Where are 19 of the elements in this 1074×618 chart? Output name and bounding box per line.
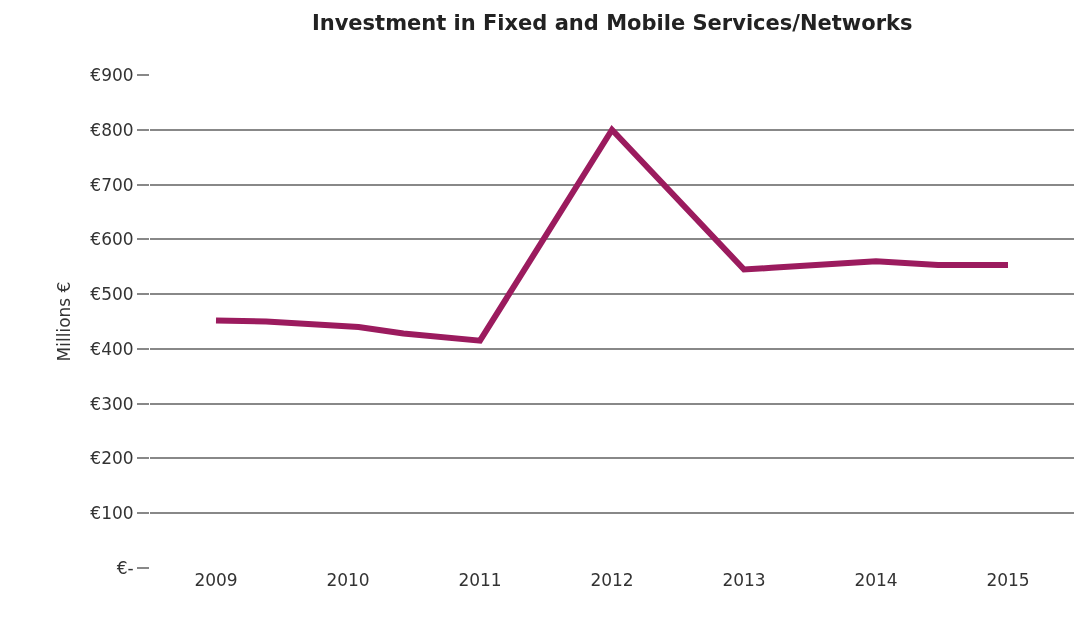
x-tick-label: 2010 — [326, 570, 370, 590]
y-tick-label: €400 — [90, 338, 134, 359]
y-tick-label: €900 — [90, 64, 134, 85]
x-tick-label: 2009 — [194, 570, 238, 590]
y-tick-label: €800 — [90, 119, 134, 140]
x-tick-label: 2013 — [722, 570, 766, 590]
y-tick-label: €200 — [90, 448, 134, 469]
x-tick-label: 2012 — [590, 570, 634, 590]
y-tick-label: €- — [116, 557, 134, 578]
y-axis-title: Millions € — [53, 281, 74, 362]
x-tick-label: 2011 — [458, 570, 502, 590]
y-tick-label: €600 — [90, 229, 134, 250]
x-tick-label: 2014 — [854, 570, 898, 590]
chart-title: Investment in Fixed and Mobile Services/Networks — [311, 11, 913, 36]
y-tick-label: €700 — [90, 174, 134, 195]
x-tick-label: 2015 — [986, 570, 1030, 590]
y-tick-label: €500 — [90, 284, 134, 305]
y-tick-label: €100 — [90, 503, 134, 524]
y-tick-label: €300 — [90, 393, 134, 414]
